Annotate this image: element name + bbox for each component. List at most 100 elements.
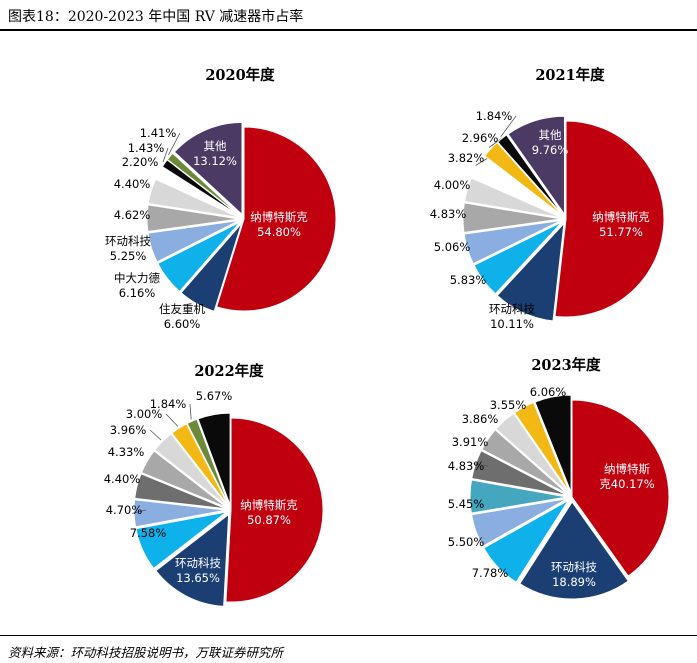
slice-label: 3.86% [462, 412, 499, 426]
pie-slice [173, 121, 243, 216]
leader-line [473, 463, 489, 467]
pie-slice [186, 418, 230, 506]
leader-line [168, 132, 181, 156]
pie-slice [463, 219, 562, 265]
pie-slice [495, 412, 570, 494]
chart-title: 2022年度 [194, 362, 264, 380]
pie-slice [146, 204, 240, 233]
slice-label: 5.50% [448, 535, 485, 549]
pie-slice [462, 202, 562, 234]
slice-label: 5.67% [196, 389, 233, 403]
pie-slice [180, 223, 243, 312]
pie-slice [483, 499, 569, 583]
pie-slice [471, 155, 563, 217]
slice-label: 1.84% [476, 109, 513, 123]
pie-slice [469, 479, 568, 514]
chart-title: 2021年度 [535, 66, 605, 84]
slice-label: 5.83% [450, 273, 487, 287]
pie-slice [155, 513, 230, 607]
pie-slice [473, 221, 563, 295]
pie-slice [496, 222, 565, 322]
pie-slice [554, 120, 665, 318]
leader-line [162, 147, 169, 163]
slice-label: 纳博特斯克40.17% [599, 462, 654, 491]
pie-slice [140, 450, 227, 508]
leader-line [189, 403, 192, 420]
pie-slice [519, 501, 629, 600]
pie-slice [157, 221, 241, 293]
slice-label: 3.55% [490, 398, 527, 412]
leader-line [475, 157, 489, 166]
pie-slice [481, 429, 569, 495]
slice-label: 纳博特斯克 50.87% [240, 498, 298, 527]
slice-label: 4.70% [106, 503, 143, 517]
slice-label: 环动科技 10.11% [489, 302, 535, 331]
slice-label: 1.84% [150, 397, 187, 411]
bottom-rule [0, 635, 697, 636]
chart-title: 2023年度 [531, 356, 601, 374]
slice-label: 住友重机 6.60% [159, 302, 205, 331]
pie-slice [147, 219, 240, 263]
pie-slice [471, 498, 568, 547]
pie-slice [507, 115, 565, 216]
leader-line [132, 509, 147, 514]
slice-label: 环动科技 13.65% [175, 556, 221, 585]
slice-label: 5.45% [448, 497, 485, 511]
slice-label: 3.82% [448, 151, 485, 165]
pie-slice [135, 511, 227, 570]
slice-label: 2.96% [462, 131, 499, 145]
pie-slice [571, 399, 670, 577]
slice-label: 4.62% [114, 208, 151, 222]
slice-label: 纳博特斯克 51.77% [592, 210, 650, 239]
pie-slice [134, 473, 227, 510]
slice-label: 其他 9.76% [532, 128, 569, 157]
slice-label: 4.40% [104, 472, 141, 486]
slice-label: 纳博特斯克 54.80% [250, 210, 308, 239]
slice-label: 3.96% [110, 423, 147, 437]
pie-slice [155, 166, 240, 218]
slice-label: 3.00% [126, 407, 163, 421]
pie-slice [483, 141, 563, 216]
chart-title: 2020年度 [205, 66, 275, 84]
pie-slice [534, 394, 572, 493]
slice-label: 4.83% [430, 207, 467, 221]
slice-label: 4.83% [448, 459, 485, 473]
leader-line [165, 413, 179, 427]
slice-label: 4.33% [108, 445, 145, 459]
pie-slice [197, 412, 231, 506]
slice-label: 4.40% [114, 177, 151, 191]
slice-label: 其他 13.12% [193, 139, 237, 168]
pie-slice [166, 152, 241, 217]
pie-slice [171, 423, 229, 507]
pie-slice [463, 177, 562, 219]
slice-label: 环动科技 5.25% [105, 234, 151, 263]
pie-slice [216, 126, 337, 312]
slice-label: 4.00% [434, 178, 471, 192]
pie-slice [513, 401, 571, 493]
pie-slice [147, 178, 240, 219]
slice-label: 5.06% [434, 240, 471, 254]
pie-slice [496, 134, 564, 216]
figure-title: 图表18：2020-2023 年中国 RV 减速器市占率 [8, 9, 304, 25]
slice-label: 7.58% [130, 526, 167, 540]
slice-label: 6.06% [530, 385, 567, 399]
slice-label: 3.91% [452, 435, 489, 449]
pie-slice [225, 417, 324, 603]
slice-label: 中大力德 6.16% [114, 271, 160, 300]
leader-line [500, 115, 517, 138]
top-rule [0, 29, 697, 31]
slice-label: 1.43% [128, 141, 165, 155]
leader-line [149, 429, 162, 441]
slice-label: 7.78% [472, 566, 509, 580]
pie-slice [154, 433, 228, 507]
source-note: 资料来源：环动科技招股说明书，万联证券研究所 [8, 645, 284, 660]
slice-label: 环动科技 18.89% [551, 560, 597, 589]
pie-slice [133, 499, 227, 528]
slice-label: 1.41% [140, 126, 177, 140]
slice-label: 2.20% [122, 155, 159, 169]
